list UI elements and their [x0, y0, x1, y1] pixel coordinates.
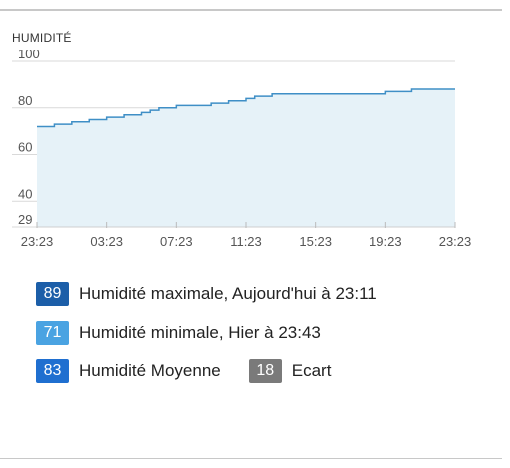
x-tick-label: 07:23: [160, 234, 193, 249]
stat-avg-row: 83 Humidité Moyenne 18 Ecart: [36, 359, 331, 383]
x-tick-label: 23:23: [21, 234, 54, 249]
humidity-line: [37, 88, 455, 128]
avg-humidity-label: Humidité Moyenne: [79, 361, 221, 380]
max-humidity-label: Humidité maximale, Aujourd'hui à 23:11: [79, 284, 377, 303]
bottom-divider: [0, 458, 502, 459]
x-tick-label: 11:23: [230, 234, 262, 249]
section-title: HUMIDITÉ: [12, 31, 72, 45]
top-divider: [0, 9, 502, 11]
y-tick-label: 100: [18, 50, 40, 61]
stat-min-row: 71 Humidité minimale, Hier à 23:43: [36, 321, 321, 345]
x-tick-label: 15:23: [299, 234, 332, 249]
x-tick-label: 19:23: [369, 234, 402, 249]
y-tick-label: 80: [18, 93, 32, 108]
y-tick-label: 40: [18, 186, 32, 201]
stat-max-row: 89 Humidité maximale, Aujourd'hui à 23:1…: [36, 282, 377, 306]
x-tick-label: 23:23: [439, 234, 472, 249]
avg-humidity-badge: 83: [36, 359, 69, 383]
gap-label: Ecart: [291, 361, 332, 380]
max-humidity-badge: 89: [36, 282, 69, 306]
x-tick-label: 03:23: [90, 234, 123, 249]
humidity-area: [37, 89, 455, 227]
min-humidity-badge: 71: [36, 321, 69, 345]
gap-badge: 18: [248, 359, 282, 383]
y-tick-label: 60: [18, 140, 32, 155]
min-humidity-label: Humidité minimale, Hier à 23:43: [79, 323, 321, 342]
y-tick-label: 29: [18, 212, 32, 227]
humidity-chart: 100 80 60 40 29 23:23 03:23 07:23 11:23 15:23 19:2…: [12, 50, 472, 249]
